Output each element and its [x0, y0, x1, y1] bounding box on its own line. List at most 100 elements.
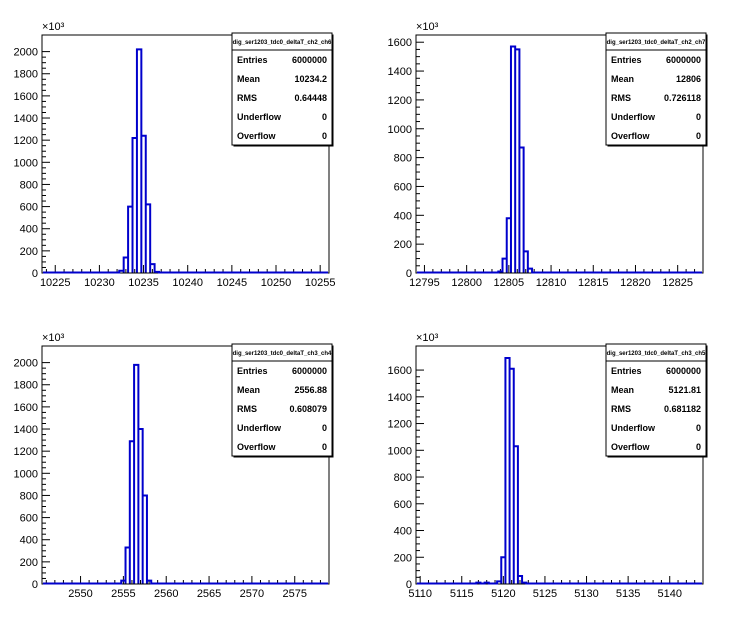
y-multiplier: ×10³ — [42, 332, 65, 344]
x-tick-label: 10250 — [261, 277, 292, 289]
y-tick-label: 600 — [394, 181, 412, 193]
stats-label: RMS — [237, 93, 257, 103]
stats-label: Underflow — [237, 112, 282, 122]
histogram-panel: 0 200 400 600 800 1000 1200 1400 1600 ×10³ 12795 12… — [388, 21, 708, 289]
histogram-bin — [141, 136, 145, 273]
x-tick-label: 5135 — [616, 588, 640, 600]
histogram-bin — [485, 583, 489, 584]
stats-box: dig_ser1203_tdc0_deltaT_ch3_ch5 Entries 60… — [605, 343, 708, 458]
x-tick-label: 2560 — [154, 588, 178, 600]
histogram-bin — [501, 557, 505, 584]
stats-value: 0 — [696, 112, 701, 122]
y-tick-label: 800 — [20, 179, 38, 191]
histogram-bin — [476, 583, 480, 584]
histogram-panel: 0 200 400 600 800 1000 1200 1400 1600 1800 2000 ×10… — [14, 21, 336, 289]
y-tick-label: 400 — [20, 224, 38, 236]
y-tick-label: 200 — [394, 239, 412, 251]
x-tick-label: 10240 — [172, 277, 203, 289]
histogram-bin — [130, 441, 134, 584]
stats-label: Underflow — [237, 423, 282, 433]
histogram-bin — [119, 271, 123, 273]
histogram-bin — [155, 272, 159, 273]
stats-label: Mean — [611, 385, 634, 395]
x-tick-label: 12825 — [662, 277, 693, 289]
stats-label: RMS — [611, 93, 631, 103]
histogram-bin — [124, 258, 128, 273]
stats-title: dig_ser1203_tdc0_deltaT_ch3_ch5 — [607, 351, 706, 357]
x-tick-label: 10245 — [217, 277, 248, 289]
stats-label: Overflow — [611, 131, 651, 141]
x-tick-label: 5140 — [657, 588, 681, 600]
stats-title: dig_ser1203_tdc0_deltaT_ch3_ch4 — [233, 351, 332, 357]
y-tick-label: 2000 — [14, 358, 38, 370]
histogram-bin — [528, 269, 532, 273]
stats-label: Underflow — [611, 423, 656, 433]
stats-box: dig_ser1203_tdc0_deltaT_ch2_ch6 Entries 60… — [231, 32, 334, 147]
y-tick-label: 400 — [394, 210, 412, 222]
x-tick-label: 2575 — [282, 588, 306, 600]
stats-value: 0.608079 — [289, 404, 327, 414]
stats-label: Mean — [237, 74, 260, 84]
stats-value: 5121.81 — [668, 385, 701, 395]
histogram-bin — [143, 495, 147, 584]
y-tick-label: 200 — [394, 552, 412, 564]
y-tick-label: 1200 — [388, 95, 412, 107]
x-tick-label: 2550 — [68, 588, 92, 600]
y-tick-label: 600 — [20, 513, 38, 525]
stats-box: dig_ser1203_tdc0_deltaT_ch2_ch7 Entries 60… — [605, 32, 708, 147]
x-tick-label: 5125 — [533, 588, 557, 600]
y-tick-label: 0 — [32, 268, 38, 280]
y-tick-label: 1600 — [388, 37, 412, 49]
y-tick-label: 1800 — [14, 69, 38, 81]
y-tick-label: 1000 — [388, 124, 412, 136]
y-tick-label: 800 — [394, 472, 412, 484]
x-tick-label: 5130 — [574, 588, 598, 600]
histogram-bin — [128, 207, 132, 273]
y-tick-label: 1200 — [14, 135, 38, 147]
x-tick-label: 12805 — [494, 277, 525, 289]
histogram-bin — [511, 47, 515, 273]
x-tick-label: 2565 — [197, 588, 221, 600]
histogram-bin — [146, 204, 150, 273]
histogram-bin — [497, 581, 501, 584]
y-tick-label: 600 — [394, 499, 412, 511]
stats-value: 12806 — [676, 74, 701, 84]
histogram-line — [417, 45, 702, 274]
stats-value: 0 — [322, 112, 327, 122]
x-tick-label: 12820 — [620, 277, 651, 289]
histogram-panel: 0 200 400 600 800 1000 1200 1400 1600 1800 2000 ×10… — [14, 332, 334, 600]
x-tick-label: 10225 — [40, 277, 71, 289]
histogram-line — [417, 357, 702, 585]
y-tick-label: 1600 — [388, 365, 412, 377]
stats-value: 6000000 — [666, 55, 701, 65]
histogram-bin — [137, 49, 141, 273]
y-tick-label: 1200 — [14, 446, 38, 458]
histogram-panel: 0 200 400 600 800 1000 1200 1400 1600 ×10³ 5110 511… — [388, 332, 708, 600]
histogram-bin — [522, 583, 526, 584]
histogram-bin — [121, 581, 125, 584]
x-tick-label: 12800 — [451, 277, 482, 289]
y-tick-label: 1400 — [388, 66, 412, 78]
histogram-bin — [503, 259, 507, 273]
y-tick-label: 1000 — [14, 157, 38, 169]
stats-value: 10234.2 — [294, 74, 327, 84]
stats-label: RMS — [611, 404, 631, 414]
histogram-bin — [518, 576, 522, 584]
y-tick-label: 1600 — [14, 91, 38, 103]
stats-box: dig_ser1203_tdc0_deltaT_ch3_ch4 Entries 60… — [231, 343, 334, 458]
stats-value: 0 — [696, 423, 701, 433]
stats-title: dig_ser1203_tdc0_deltaT_ch2_ch6 — [233, 40, 332, 46]
stats-label: Entries — [611, 366, 642, 376]
y-tick-label: 0 — [406, 268, 412, 280]
stats-label: Mean — [611, 74, 634, 84]
x-tick-label: 5115 — [450, 588, 474, 600]
histogram-bin — [519, 148, 523, 273]
x-tick-label: 2555 — [111, 588, 135, 600]
histogram-bin — [514, 446, 518, 584]
stats-value: 6000000 — [666, 366, 701, 376]
y-tick-label: 200 — [20, 246, 38, 258]
stats-label: Entries — [611, 55, 642, 65]
stats-value: 0 — [696, 442, 701, 452]
y-tick-label: 1000 — [14, 468, 38, 480]
